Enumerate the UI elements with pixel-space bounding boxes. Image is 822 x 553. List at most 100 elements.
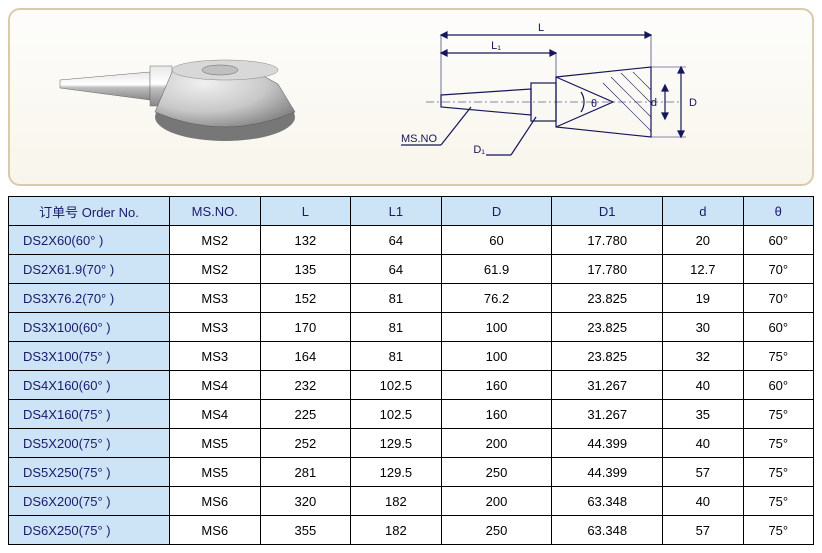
cell-d: 12.7 bbox=[663, 255, 744, 284]
cell-D: 60 bbox=[441, 226, 552, 255]
cell-theta: 75° bbox=[743, 429, 813, 458]
col-header-D: D bbox=[441, 197, 552, 226]
table-row: DS4X160(75° )MS4225102.516031.2673575° bbox=[9, 400, 814, 429]
cell-theta: 75° bbox=[743, 342, 813, 371]
photo-svg bbox=[40, 22, 300, 172]
col-header-L1: L1 bbox=[351, 197, 442, 226]
table-body: DS2X60(60° )MS2132646017.7802060°DS2X61.… bbox=[9, 226, 814, 545]
cell-d: 40 bbox=[663, 429, 744, 458]
cell-D1: 17.780 bbox=[552, 226, 663, 255]
cell-ms: MS2 bbox=[170, 255, 261, 284]
cell-D1: 31.267 bbox=[552, 400, 663, 429]
cell-D: 61.9 bbox=[441, 255, 552, 284]
technical-drawing: L L₁ bbox=[310, 17, 792, 177]
cell-order: DS5X200(75° ) bbox=[9, 429, 170, 458]
cell-L1: 64 bbox=[351, 226, 442, 255]
cell-theta: 70° bbox=[743, 284, 813, 313]
cell-d: 30 bbox=[663, 313, 744, 342]
cell-ms: MS3 bbox=[170, 284, 261, 313]
cell-D: 250 bbox=[441, 458, 552, 487]
cell-d: 20 bbox=[663, 226, 744, 255]
cell-d: 32 bbox=[663, 342, 744, 371]
cell-ms: MS4 bbox=[170, 371, 261, 400]
cell-d: 57 bbox=[663, 516, 744, 545]
table-header-row: 订单号 Order No. MS.NO. L L1 D D1 d θ bbox=[9, 197, 814, 226]
cell-ms: MS6 bbox=[170, 487, 261, 516]
cell-L: 225 bbox=[260, 400, 351, 429]
cell-ms: MS3 bbox=[170, 313, 261, 342]
cell-D: 100 bbox=[441, 313, 552, 342]
cell-L1: 81 bbox=[351, 313, 442, 342]
table-row: DS6X200(75° )MS632018220063.3484075° bbox=[9, 487, 814, 516]
table-row: DS3X100(75° )MS31648110023.8253275° bbox=[9, 342, 814, 371]
label-L1: L₁ bbox=[491, 40, 501, 52]
cell-D1: 31.267 bbox=[552, 371, 663, 400]
table-row: DS2X60(60° )MS2132646017.7802060° bbox=[9, 226, 814, 255]
cell-L: 281 bbox=[260, 458, 351, 487]
label-theta: θ bbox=[591, 98, 597, 110]
cell-order: DS6X250(75° ) bbox=[9, 516, 170, 545]
table-row: DS2X61.9(70° )MS21356461.917.78012.770° bbox=[9, 255, 814, 284]
spec-table: 订单号 Order No. MS.NO. L L1 D D1 d θ DS2X6… bbox=[8, 196, 814, 545]
cell-theta: 75° bbox=[743, 487, 813, 516]
cell-theta: 60° bbox=[743, 313, 813, 342]
cell-L1: 81 bbox=[351, 342, 442, 371]
cell-L: 170 bbox=[260, 313, 351, 342]
table-row: DS3X76.2(70° )MS31528176.223.8251970° bbox=[9, 284, 814, 313]
cell-theta: 75° bbox=[743, 458, 813, 487]
cell-L1: 182 bbox=[351, 516, 442, 545]
cell-ms: MS4 bbox=[170, 400, 261, 429]
label-d: d bbox=[651, 97, 657, 109]
cell-d: 40 bbox=[663, 371, 744, 400]
cell-theta: 75° bbox=[743, 400, 813, 429]
product-photo bbox=[30, 17, 310, 177]
label-D1: D₁ bbox=[473, 144, 485, 156]
cell-theta: 70° bbox=[743, 255, 813, 284]
cell-L: 232 bbox=[260, 371, 351, 400]
label-L: L bbox=[538, 22, 544, 34]
table-row: DS6X250(75° )MS635518225063.3485775° bbox=[9, 516, 814, 545]
cell-ms: MS5 bbox=[170, 429, 261, 458]
col-header-L: L bbox=[260, 197, 351, 226]
cell-L1: 81 bbox=[351, 284, 442, 313]
cell-D: 76.2 bbox=[441, 284, 552, 313]
table-row: DS3X100(60° )MS31708110023.8253060° bbox=[9, 313, 814, 342]
cell-D: 160 bbox=[441, 371, 552, 400]
cell-theta: 60° bbox=[743, 226, 813, 255]
cell-d: 57 bbox=[663, 458, 744, 487]
cell-D: 200 bbox=[441, 487, 552, 516]
cell-L: 135 bbox=[260, 255, 351, 284]
cell-ms: MS3 bbox=[170, 342, 261, 371]
label-D: D bbox=[689, 97, 697, 109]
cell-theta: 75° bbox=[743, 516, 813, 545]
cell-order: DS3X76.2(70° ) bbox=[9, 284, 170, 313]
table-row: DS4X160(60° )MS4232102.516031.2674060° bbox=[9, 371, 814, 400]
cell-L: 355 bbox=[260, 516, 351, 545]
cell-D1: 17.780 bbox=[552, 255, 663, 284]
cell-D1: 63.348 bbox=[552, 516, 663, 545]
cell-order: DS3X100(60° ) bbox=[9, 313, 170, 342]
cell-L1: 129.5 bbox=[351, 429, 442, 458]
cell-D1: 44.399 bbox=[552, 458, 663, 487]
col-header-order: 订单号 Order No. bbox=[9, 197, 170, 226]
cell-order: DS4X160(75° ) bbox=[9, 400, 170, 429]
col-header-theta: θ bbox=[743, 197, 813, 226]
cell-order: DS2X60(60° ) bbox=[9, 226, 170, 255]
cell-L1: 102.5 bbox=[351, 400, 442, 429]
cell-D1: 63.348 bbox=[552, 487, 663, 516]
cell-d: 35 bbox=[663, 400, 744, 429]
cell-order: DS3X100(75° ) bbox=[9, 342, 170, 371]
col-header-ms: MS.NO. bbox=[170, 197, 261, 226]
cell-d: 40 bbox=[663, 487, 744, 516]
cell-D1: 23.825 bbox=[552, 284, 663, 313]
cell-L: 164 bbox=[260, 342, 351, 371]
cell-D1: 23.825 bbox=[552, 313, 663, 342]
cell-order: DS4X160(60° ) bbox=[9, 371, 170, 400]
cell-D: 200 bbox=[441, 429, 552, 458]
cell-D1: 44.399 bbox=[552, 429, 663, 458]
col-header-D1: D1 bbox=[552, 197, 663, 226]
cell-order: DS6X200(75° ) bbox=[9, 487, 170, 516]
table-row: DS5X200(75° )MS5252129.520044.3994075° bbox=[9, 429, 814, 458]
cell-D1: 23.825 bbox=[552, 342, 663, 371]
cell-ms: MS5 bbox=[170, 458, 261, 487]
